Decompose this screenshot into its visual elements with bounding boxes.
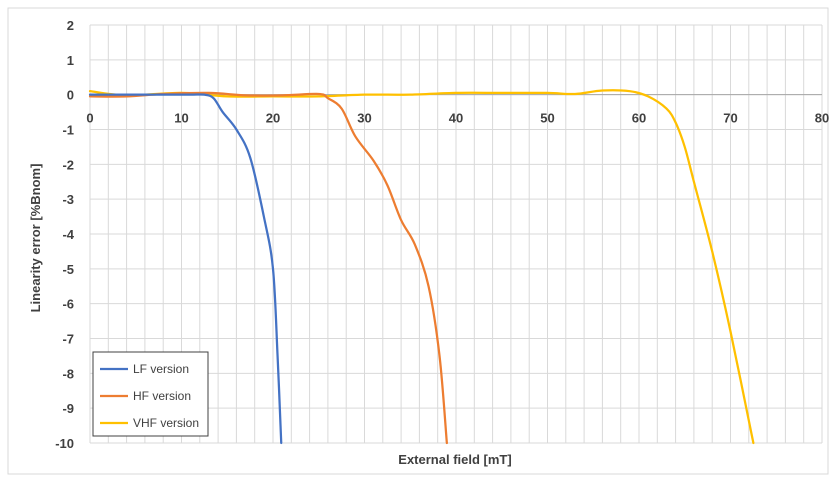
y-tick-label: -5: [62, 262, 74, 277]
y-tick-label: -4: [62, 227, 74, 242]
y-tick-label: -8: [62, 366, 74, 381]
x-tick-label: 60: [632, 111, 646, 126]
x-tick-label: 50: [540, 111, 554, 126]
y-tick-label: -1: [62, 123, 74, 138]
x-tick-label: 30: [357, 111, 371, 126]
x-axis-title: External field [mT]: [398, 452, 511, 467]
series-line-lf-version: [88, 93, 283, 445]
legend-label: HF version: [133, 389, 191, 403]
x-tick-label: 70: [723, 111, 737, 126]
y-axis-title: Linearity error [%Bnom]: [28, 164, 43, 313]
y-tick-label: -10: [55, 436, 74, 451]
x-tick-label: 10: [174, 111, 188, 126]
x-tick-label: 40: [449, 111, 463, 126]
series-line-hf-version: [88, 91, 448, 445]
y-tick-label: -7: [62, 332, 74, 347]
tick-labels: 0 10 20 30 40 50 60 70 80210-1-2-3-4-5-6-7-8-9-1…: [55, 18, 829, 451]
y-tick-label: -3: [62, 192, 74, 207]
y-tick-label: 1: [67, 53, 74, 68]
y-tick-label: 2: [67, 18, 74, 33]
legend: LF version HF version VHF version: [92, 351, 209, 437]
y-tick-label: -6: [62, 297, 74, 312]
x-tick-label: 0: [86, 111, 93, 126]
x-tick-label: 80: [815, 111, 829, 126]
y-tick-label: 0: [67, 88, 74, 103]
x-tick-label: 20: [266, 111, 280, 126]
legend-label: LF version: [133, 362, 189, 376]
series-lines: [88, 89, 755, 445]
legend-label: VHF version: [133, 416, 199, 430]
y-tick-label: -2: [62, 157, 74, 172]
y-tick-label: -9: [62, 401, 74, 416]
